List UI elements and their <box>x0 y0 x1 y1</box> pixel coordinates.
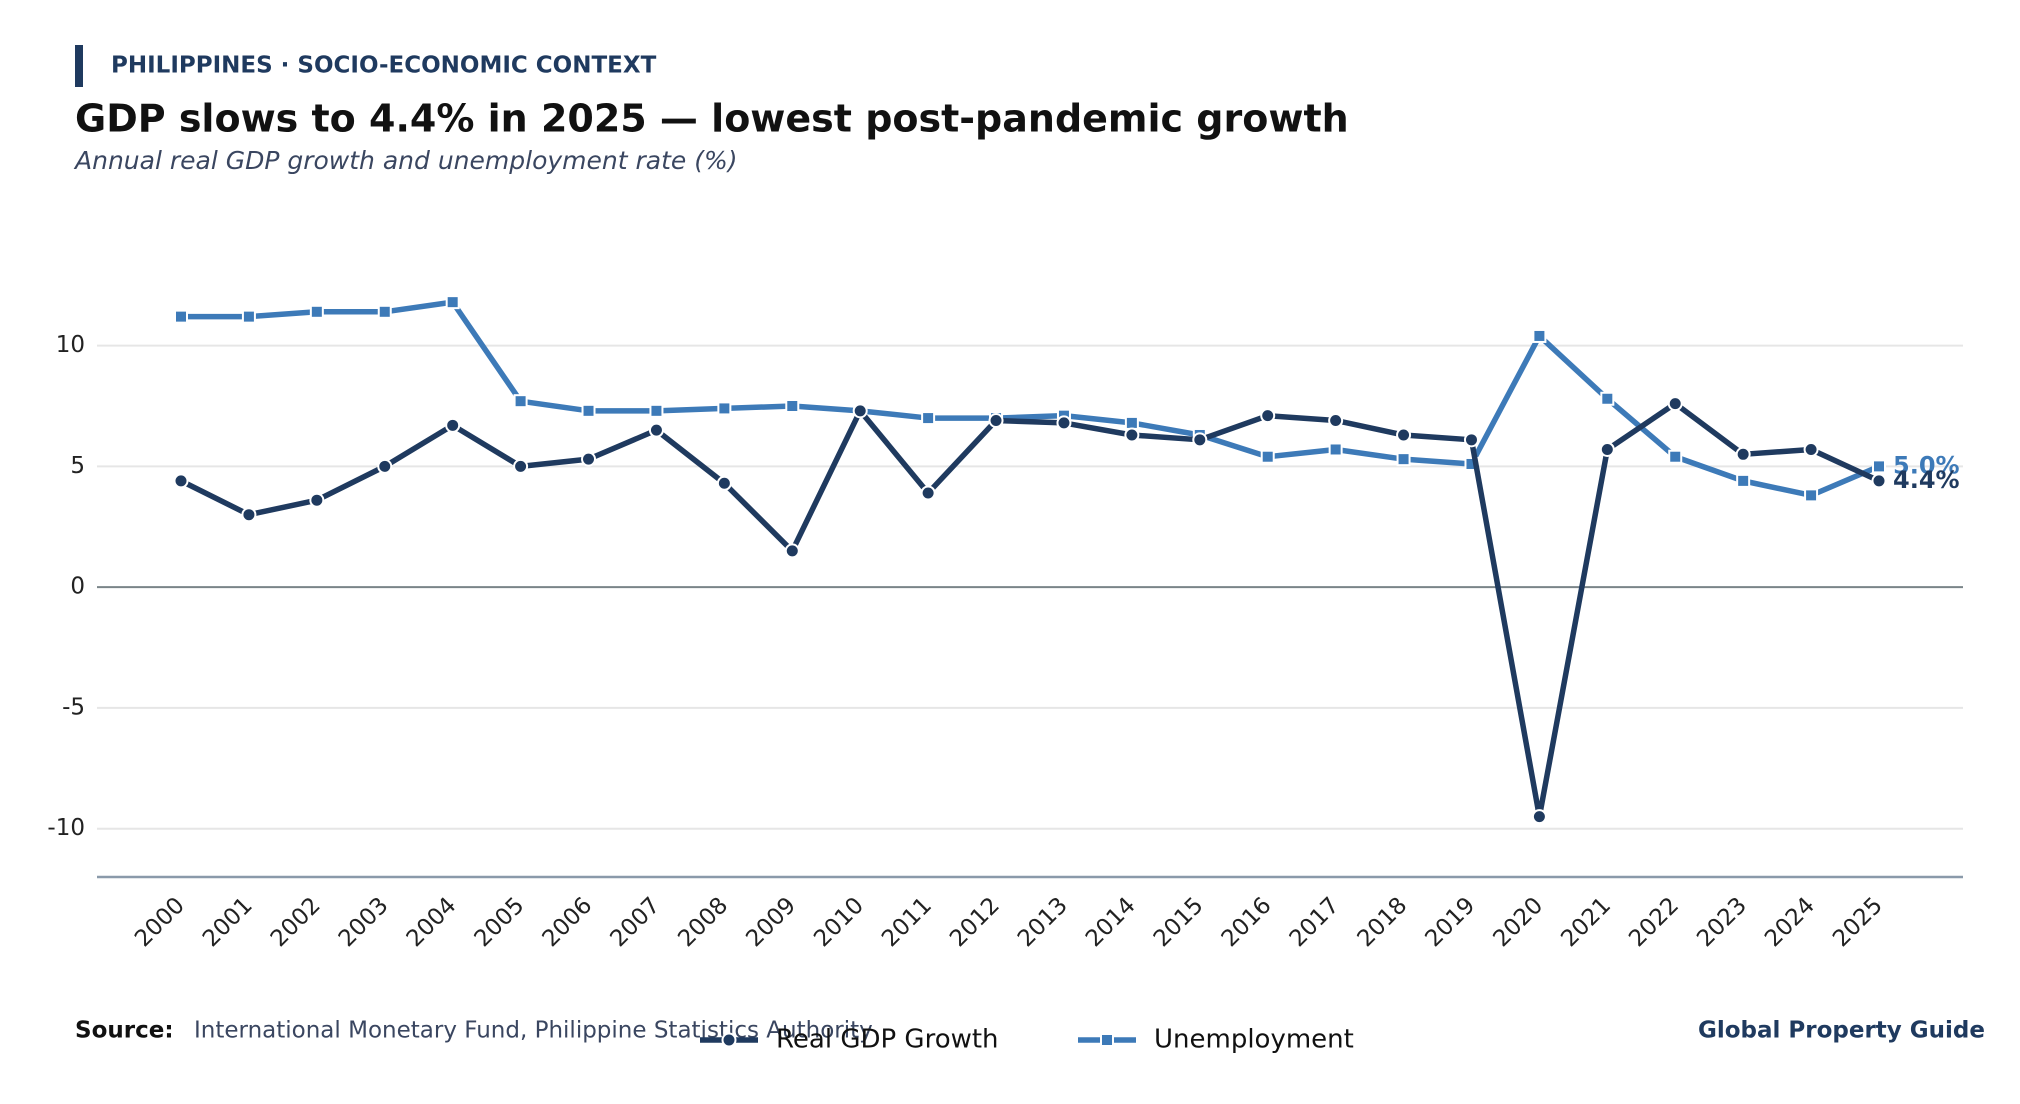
point <box>1260 408 1276 424</box>
x-tick-label: 2004 <box>402 892 462 952</box>
point <box>716 475 732 491</box>
x-tick-label: 2003 <box>334 892 394 952</box>
x-tick-label: 2006 <box>538 892 598 952</box>
point <box>1735 446 1751 462</box>
x-tick-label: 2024 <box>1760 892 1820 952</box>
point <box>785 399 800 413</box>
legend-label: Unemployment <box>1154 1025 1354 1055</box>
x-tick-label: 2016 <box>1217 892 1277 952</box>
x-tick-label: 2020 <box>1488 892 1548 952</box>
y-tick-label: -10 <box>47 815 85 841</box>
point <box>1192 432 1208 448</box>
x-tick-label: 2005 <box>470 892 530 952</box>
point <box>852 403 868 419</box>
legend-marker <box>1100 1033 1114 1047</box>
x-tick-label: 2021 <box>1556 892 1616 952</box>
x-tick-label: 2022 <box>1624 892 1684 952</box>
y-tick-label: -5 <box>62 694 85 720</box>
source-text: International Monetary Fund, Philippine … <box>194 1018 873 1044</box>
point <box>1803 441 1819 457</box>
point <box>513 394 528 409</box>
point <box>649 403 664 418</box>
point <box>1396 452 1411 467</box>
legend-label: Real GDP Growth <box>776 1025 999 1055</box>
kicker: PHILIPPINES · SOCIO-ECONOMIC CONTEXT <box>111 53 657 79</box>
point <box>921 411 936 426</box>
x-tick-label: 2000 <box>130 892 190 952</box>
point <box>309 304 324 319</box>
kicker-bar <box>75 45 83 87</box>
series-line <box>181 299 1881 499</box>
point <box>445 417 461 433</box>
series: 5.0% <box>174 295 1960 503</box>
point <box>1872 459 1886 474</box>
x-tick-label: 2023 <box>1692 892 1752 952</box>
point <box>1531 809 1547 825</box>
x-tick-label: 2019 <box>1421 892 1481 952</box>
x-tick-label: 2018 <box>1353 892 1413 952</box>
point <box>1396 427 1412 443</box>
point <box>1463 432 1479 448</box>
point <box>173 473 189 489</box>
x-tick-label: 2012 <box>945 892 1005 952</box>
x-tick-label: 2009 <box>741 892 801 952</box>
point <box>377 304 392 319</box>
y-tick-label: 5 <box>70 453 85 479</box>
brand: Global Property Guide <box>1698 1018 1985 1044</box>
series: 4.4% <box>173 396 1960 825</box>
point <box>717 401 732 416</box>
point <box>1328 442 1343 457</box>
point <box>1124 427 1140 443</box>
x-tick-label: 2002 <box>266 892 326 952</box>
source-label: Source: <box>75 1018 174 1044</box>
chart-subtitle: Annual real GDP growth and unemployment … <box>73 146 737 175</box>
point <box>1804 488 1819 503</box>
x-tick-label: 2015 <box>1149 892 1209 952</box>
point <box>241 309 256 324</box>
y-tick-label: 0 <box>70 574 85 600</box>
x-tick-label: 2017 <box>1285 892 1345 952</box>
series-line <box>179 400 1881 820</box>
x-tick-label: 2025 <box>1828 892 1888 952</box>
point <box>1056 415 1072 431</box>
y-tick-label: 10 <box>56 332 85 358</box>
point <box>1328 412 1344 428</box>
end-label: 5.0% <box>1893 451 1960 479</box>
point <box>988 412 1004 428</box>
point <box>1871 473 1887 489</box>
point <box>174 309 188 324</box>
x-tick-label: 2001 <box>198 892 258 952</box>
point <box>581 451 597 467</box>
chart-title: GDP slows to 4.4% in 2025 — lowest post-… <box>75 97 1349 141</box>
x-tick-label: 2014 <box>1081 892 1141 952</box>
point <box>309 492 325 508</box>
point <box>377 458 393 474</box>
x-tick-label: 2011 <box>877 892 937 952</box>
point <box>513 458 529 474</box>
x-tick-label: 2007 <box>605 892 665 952</box>
point <box>581 403 596 418</box>
point <box>784 543 800 559</box>
x-tick-label: 2013 <box>1013 892 1073 952</box>
point <box>920 485 936 501</box>
legend-marker <box>721 1032 737 1048</box>
grid <box>97 344 1963 830</box>
point <box>1600 391 1615 406</box>
point <box>1736 473 1751 488</box>
point <box>1532 328 1547 343</box>
x-tick-label: 2010 <box>809 892 869 952</box>
point <box>445 295 460 310</box>
point <box>648 422 664 438</box>
point <box>1667 396 1683 412</box>
end-label: 4.4% <box>1893 466 1960 494</box>
point <box>1260 449 1275 464</box>
x-tick-label: 2008 <box>673 892 733 952</box>
point <box>241 507 257 523</box>
point <box>1599 441 1615 457</box>
point <box>1124 415 1139 430</box>
point <box>1668 449 1683 464</box>
